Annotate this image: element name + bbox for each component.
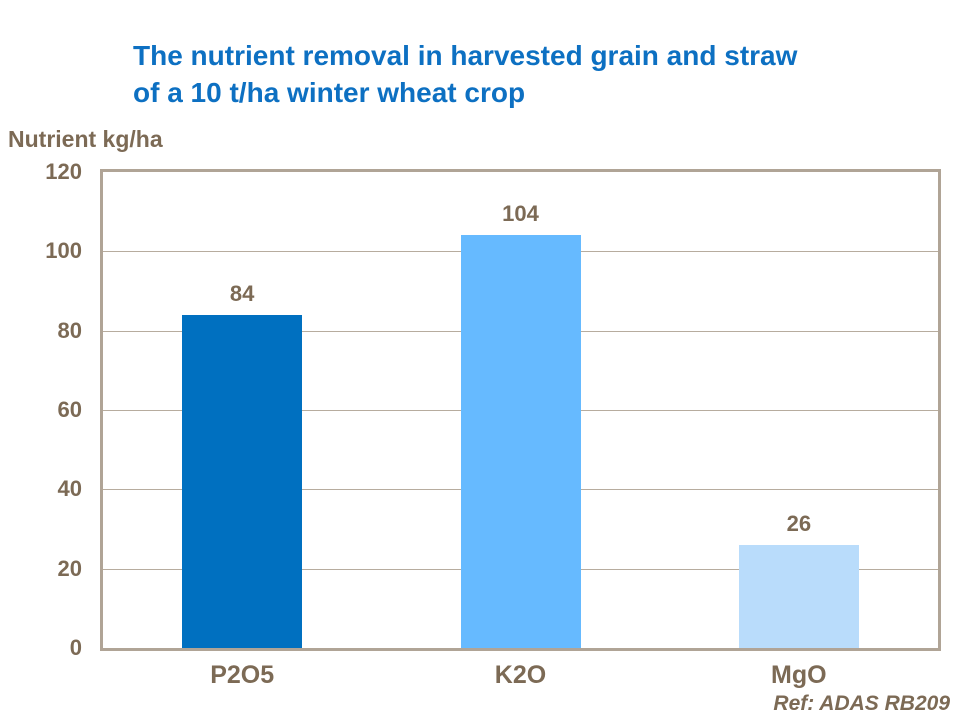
bar-p2o5 xyxy=(182,314,303,648)
reference-note: Ref: ADAS RB209 xyxy=(773,692,950,715)
y-axis-title: Nutrient kg/ha xyxy=(8,126,163,152)
y-tick-label-100: 100 xyxy=(45,238,82,264)
y-tick-label-120: 120 xyxy=(45,159,82,184)
category-label-p2o5: P2O5 xyxy=(210,661,275,689)
y-tick-label-0: 0 xyxy=(69,635,82,660)
category-label-k2o: K2O xyxy=(494,661,547,689)
bar-value-label-k2o: 104 xyxy=(502,201,539,227)
chart-title: The nutrient removal in harvested grain … xyxy=(133,37,797,111)
bar-value-label-mgo: 26 xyxy=(786,510,812,536)
y-tick-label-60: 60 xyxy=(57,397,82,422)
y-tick-label-80: 80 xyxy=(57,317,82,343)
chart-title-line1: The nutrient removal in harvested grain … xyxy=(133,40,798,71)
chart-title-line2: of a 10 t/ha winter wheat crop xyxy=(133,77,526,108)
bar-k2o xyxy=(460,235,581,648)
y-tick-label-20: 20 xyxy=(57,555,82,581)
y-tick-label-40: 40 xyxy=(57,476,82,502)
bar-value-label-p2o5: 84 xyxy=(229,280,255,306)
bar-mgo xyxy=(738,544,859,648)
category-label-mgo: MgO xyxy=(771,661,827,689)
plot-area: 84 104 26 xyxy=(100,169,941,651)
